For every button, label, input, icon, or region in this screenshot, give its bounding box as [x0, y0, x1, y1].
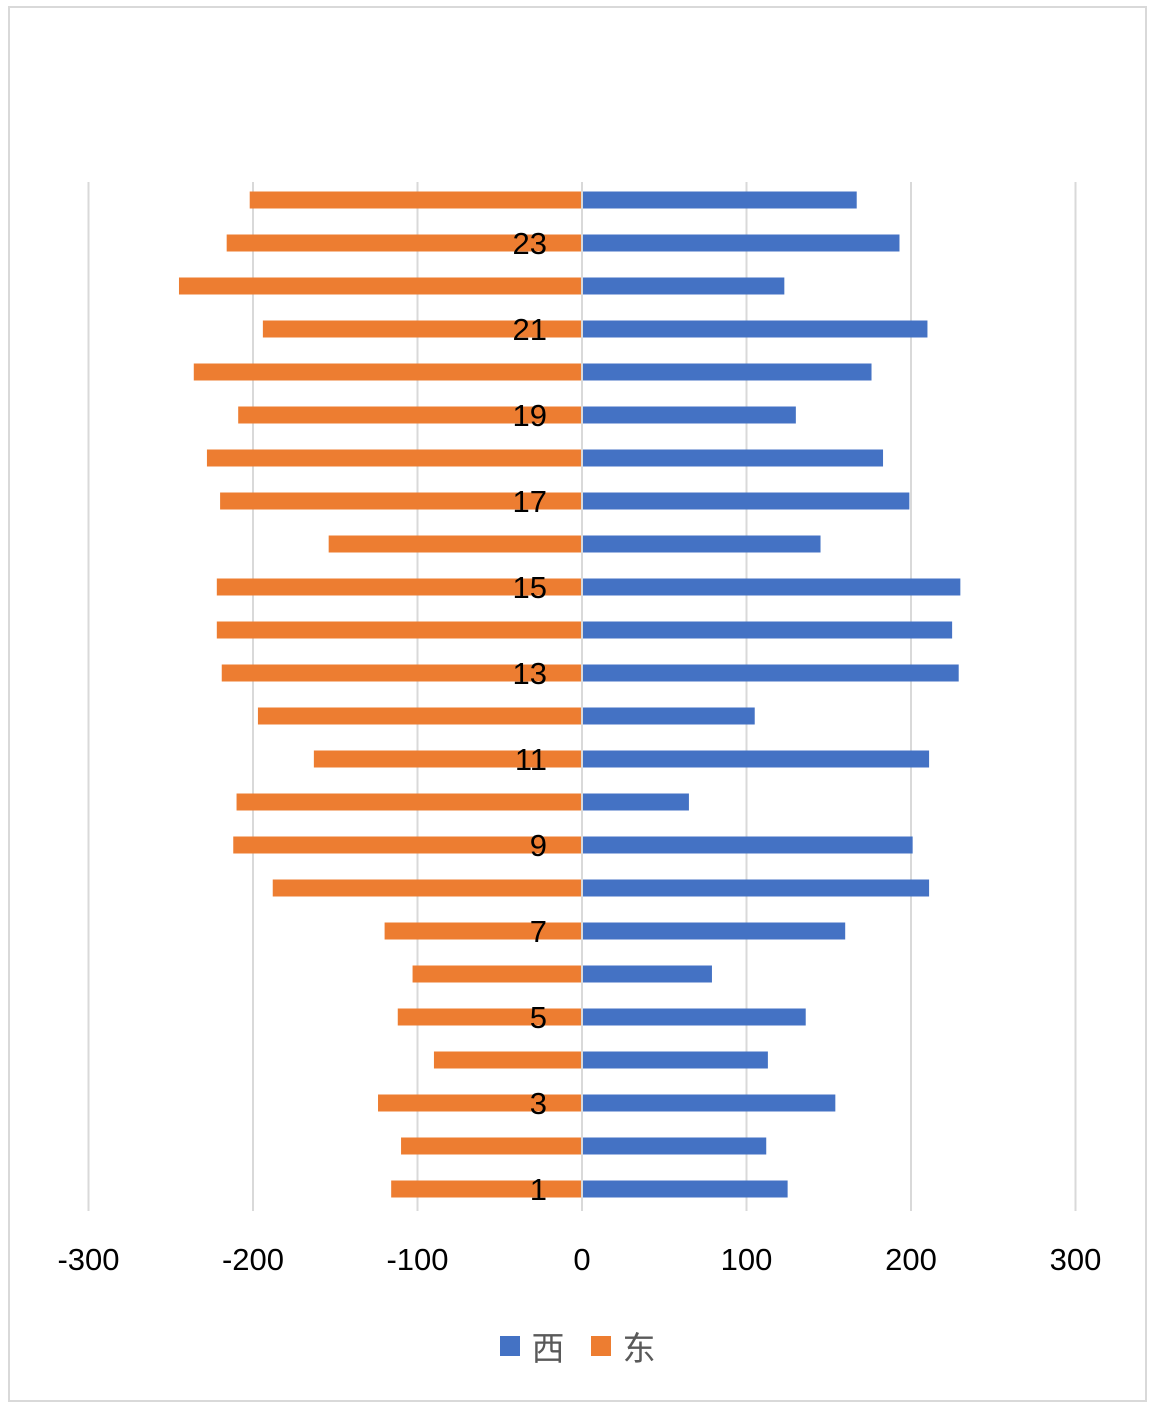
bar-east-13: [221, 664, 582, 682]
bar-west-11: [582, 750, 930, 768]
bar-west-21: [582, 320, 928, 338]
bar-west-6: [582, 965, 712, 983]
legend-item-west: 西: [499, 1322, 565, 1370]
bar-west-23: [582, 234, 900, 252]
bar-west-14: [582, 621, 953, 639]
bar-east-14: [216, 621, 582, 639]
bar-east-24: [249, 191, 582, 209]
category-label-17: 17: [513, 484, 547, 519]
bar-east-9: [233, 836, 582, 854]
legend-item-east: 东: [590, 1322, 656, 1370]
bar-east-8: [272, 879, 582, 897]
x-tick-label-5: 200: [885, 1242, 937, 1277]
bar-east-2: [401, 1137, 582, 1155]
bar-west-10: [582, 793, 689, 811]
bar-west-3: [582, 1094, 836, 1112]
legend-swatch-west: [499, 1336, 520, 1356]
bar-east-11: [313, 750, 582, 768]
bar-west-12: [582, 707, 755, 725]
bar-west-2: [582, 1137, 767, 1155]
legend-label-east: 东: [622, 1329, 656, 1368]
bar-west-20: [582, 363, 872, 381]
x-tick-label-3: 0: [573, 1242, 590, 1277]
bar-east-3: [378, 1094, 582, 1112]
bar-west-17: [582, 492, 910, 510]
x-tick-label-0: -300: [57, 1242, 119, 1277]
category-label-23: 23: [513, 226, 547, 261]
x-tick-label-2: -100: [386, 1242, 448, 1277]
legend: 西 东: [0, 1322, 1155, 1370]
bar-east-18: [206, 449, 582, 467]
category-label-5: 5: [530, 1000, 547, 1035]
bar-east-12: [257, 707, 582, 725]
bar-east-17: [220, 492, 582, 510]
bar-west-8: [582, 879, 930, 897]
category-label-7: 7: [530, 914, 547, 949]
legend-swatch-east: [590, 1336, 611, 1356]
category-label-11: 11: [515, 742, 547, 777]
bar-east-7: [384, 922, 582, 940]
bar-east-6: [412, 965, 582, 983]
bar-west-15: [582, 578, 961, 596]
category-label-1: 1: [530, 1172, 547, 1207]
category-label-21: 21: [513, 312, 547, 347]
category-label-3: 3: [530, 1086, 547, 1121]
x-tick-label-1: -200: [222, 1242, 284, 1277]
bar-west-1: [582, 1180, 788, 1198]
bar-west-9: [582, 836, 913, 854]
labels: -300 -200 -100 0 100 200 300135791113151719212…: [57, 226, 1101, 1277]
legend-label-west: 西: [531, 1329, 565, 1368]
x-tick-label-6: 300: [1050, 1242, 1102, 1277]
category-label-19: 19: [513, 398, 547, 433]
bar-west-22: [582, 277, 785, 295]
bar-east-15: [216, 578, 582, 596]
bar-east-21: [262, 320, 582, 338]
bar-east-16: [328, 535, 582, 553]
bar-east-19: [238, 406, 582, 424]
bar-west-24: [582, 191, 857, 209]
bar-east-20: [193, 363, 582, 381]
category-label-9: 9: [530, 828, 547, 863]
category-label-15: 15: [513, 570, 547, 605]
bar-east-10: [236, 793, 583, 811]
bar-west-16: [582, 535, 821, 553]
bar-east-5: [397, 1008, 582, 1026]
bar-west-7: [582, 922, 846, 940]
category-label-13: 13: [513, 656, 547, 691]
bar-east-1: [391, 1180, 582, 1198]
bar-west-19: [582, 406, 796, 424]
bars: [178, 191, 961, 1198]
x-tick-label-4: 100: [721, 1242, 773, 1277]
gridlines: [87, 182, 1077, 1211]
bar-west-4: [582, 1051, 768, 1069]
bar-west-18: [582, 449, 884, 467]
bar-west-5: [582, 1008, 806, 1026]
bar-west-13: [582, 664, 959, 682]
bar-east-4: [433, 1051, 582, 1069]
bar-east-23: [226, 234, 582, 252]
bar-east-22: [178, 277, 582, 295]
